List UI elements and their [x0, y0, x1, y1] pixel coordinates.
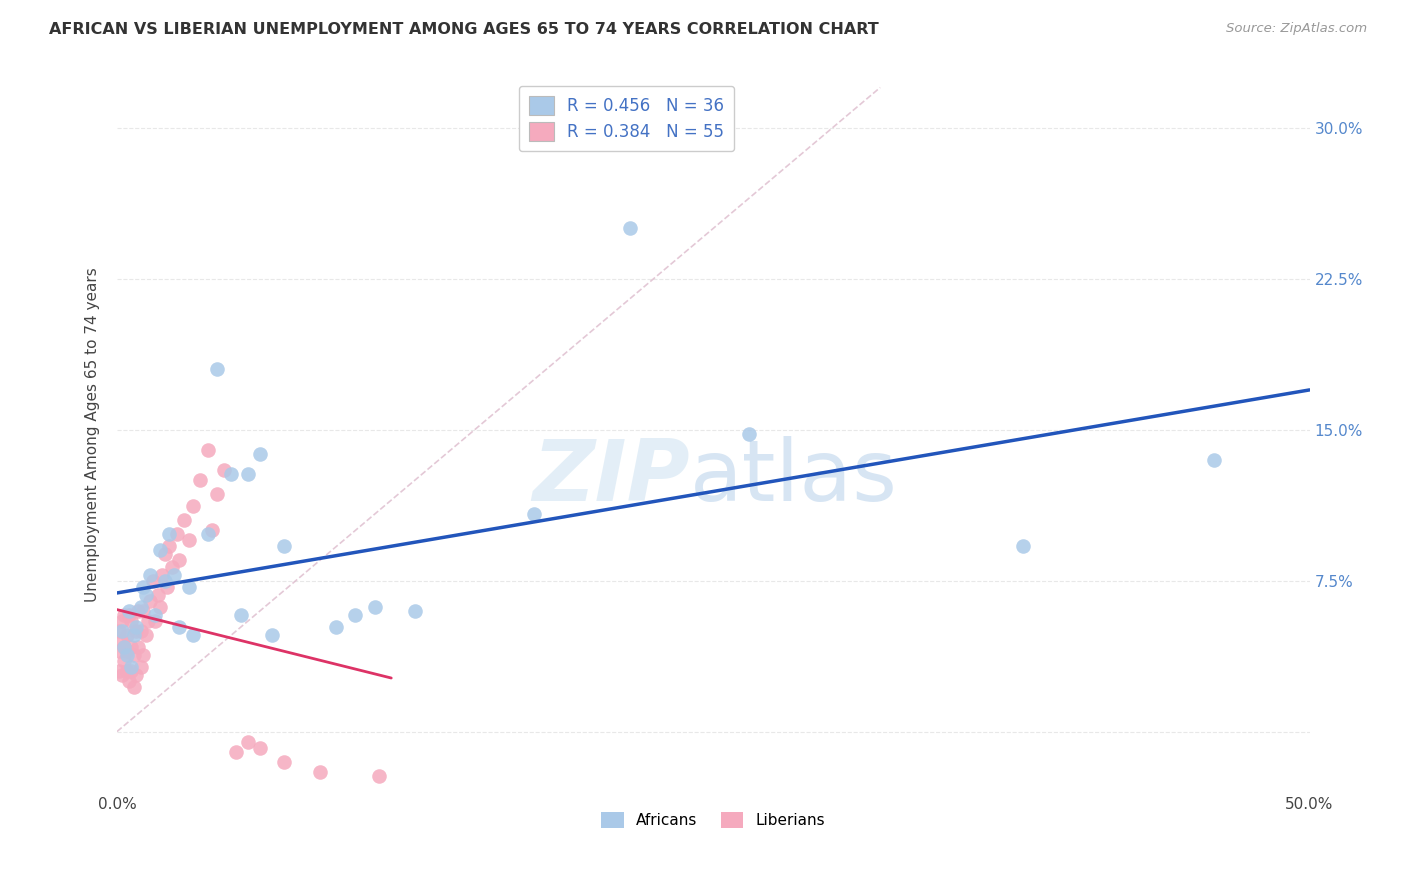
Point — [143, 607, 166, 622]
Text: ZIP: ZIP — [531, 436, 689, 519]
Point — [127, 640, 149, 654]
Point — [122, 648, 145, 662]
Point — [150, 567, 173, 582]
Point — [139, 567, 162, 582]
Point — [129, 599, 152, 614]
Point — [205, 487, 228, 501]
Point — [201, 524, 224, 538]
Point — [111, 624, 134, 638]
Point — [115, 648, 138, 662]
Point — [132, 580, 155, 594]
Point — [125, 620, 148, 634]
Point — [190, 473, 212, 487]
Point — [108, 664, 131, 678]
Point — [181, 499, 204, 513]
Point — [112, 654, 135, 668]
Point — [149, 599, 172, 614]
Point — [619, 221, 641, 235]
Point — [153, 574, 176, 588]
Point — [118, 604, 141, 618]
Point — [153, 548, 176, 562]
Point — [160, 559, 183, 574]
Point — [236, 734, 259, 748]
Point — [738, 426, 761, 441]
Point — [115, 664, 138, 678]
Point — [229, 607, 252, 622]
Point — [139, 593, 162, 607]
Point — [135, 628, 157, 642]
Text: Source: ZipAtlas.com: Source: ZipAtlas.com — [1226, 22, 1367, 36]
Point — [344, 607, 367, 622]
Point — [120, 640, 142, 654]
Point — [225, 745, 247, 759]
Point — [205, 362, 228, 376]
Point — [108, 624, 131, 638]
Point — [1012, 540, 1035, 554]
Point — [177, 580, 200, 594]
Point — [112, 607, 135, 622]
Point — [167, 553, 190, 567]
Point — [159, 540, 181, 554]
Point — [404, 604, 426, 618]
Point — [125, 668, 148, 682]
Point — [149, 543, 172, 558]
Point — [136, 614, 159, 628]
Point — [111, 634, 134, 648]
Point — [159, 527, 181, 541]
Y-axis label: Unemployment Among Ages 65 to 74 years: Unemployment Among Ages 65 to 74 years — [86, 268, 100, 602]
Point — [273, 540, 295, 554]
Point — [363, 599, 385, 614]
Point — [143, 614, 166, 628]
Point — [221, 467, 243, 481]
Point — [112, 640, 135, 654]
Point — [132, 604, 155, 618]
Point — [325, 620, 347, 634]
Point — [523, 507, 546, 521]
Point — [166, 527, 188, 541]
Point — [249, 740, 271, 755]
Point — [122, 681, 145, 695]
Point — [197, 442, 219, 457]
Point — [118, 607, 141, 622]
Text: AFRICAN VS LIBERIAN UNEMPLOYMENT AMONG AGES 65 TO 74 YEARS CORRELATION CHART: AFRICAN VS LIBERIAN UNEMPLOYMENT AMONG A… — [49, 22, 879, 37]
Point — [125, 624, 148, 638]
Point — [177, 533, 200, 548]
Point — [111, 614, 134, 628]
Point — [163, 567, 186, 582]
Point — [156, 580, 179, 594]
Point — [368, 769, 391, 783]
Point — [120, 614, 142, 628]
Point — [129, 660, 152, 674]
Point — [129, 624, 152, 638]
Point — [118, 674, 141, 689]
Point — [308, 764, 330, 779]
Point — [146, 588, 169, 602]
Point — [260, 628, 283, 642]
Point — [197, 527, 219, 541]
Point — [122, 628, 145, 642]
Point — [273, 755, 295, 769]
Point — [127, 604, 149, 618]
Point — [214, 463, 236, 477]
Point — [120, 660, 142, 674]
Point — [115, 628, 138, 642]
Point — [249, 447, 271, 461]
Point — [135, 588, 157, 602]
Text: atlas: atlas — [689, 436, 897, 519]
Point — [111, 668, 134, 682]
Point — [108, 644, 131, 658]
Point — [181, 628, 204, 642]
Point — [112, 640, 135, 654]
Point — [142, 574, 165, 588]
Legend: Africans, Liberians: Africans, Liberians — [595, 806, 831, 834]
Point — [132, 648, 155, 662]
Point — [173, 513, 195, 527]
Point — [115, 644, 138, 658]
Point — [120, 664, 142, 678]
Point — [236, 467, 259, 481]
Point — [167, 620, 190, 634]
Point — [1204, 453, 1226, 467]
